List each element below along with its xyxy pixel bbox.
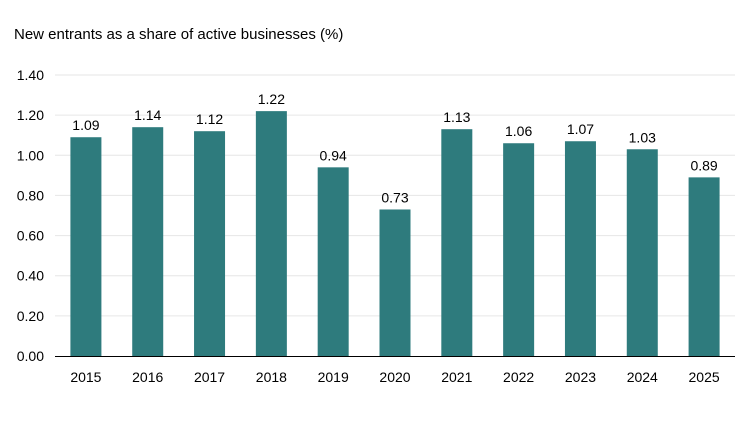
x-axis-ticks: 2015 2016 2017 2018 2019 2020 2021 2022 2023 2024…: [70, 369, 720, 385]
bar: [503, 143, 535, 356]
x-tick-label: 2020: [379, 369, 410, 385]
y-axis-ticks: 0.00 0.20 0.40 0.60 0.80 1.00 1.20 1.40: [17, 67, 44, 364]
bar-value-label: 0.73: [381, 189, 408, 205]
y-tick-label: 0.80: [17, 187, 44, 203]
bar-value-label: 1.06: [505, 123, 532, 139]
bar: [441, 129, 473, 356]
x-tick-label: 2022: [503, 369, 534, 385]
y-tick-label: 0.40: [17, 268, 44, 284]
bar: [379, 209, 411, 356]
x-tick-label: 2025: [689, 369, 720, 385]
x-tick-label: 2024: [627, 369, 658, 385]
y-tick-label: 0.00: [17, 348, 44, 364]
bar: [255, 111, 287, 356]
x-tick-label: 2016: [132, 369, 163, 385]
bar: [132, 127, 164, 356]
bar-value-label: 1.14: [134, 107, 161, 123]
x-tick-label: 2018: [256, 369, 287, 385]
y-tick-label: 0.60: [17, 228, 44, 244]
x-tick-label: 2021: [441, 369, 472, 385]
bar: [688, 177, 720, 356]
x-tick-label: 2017: [194, 369, 225, 385]
bar-value-labels: 1.09 1.14 1.12 1.22 0.94 0.73 1.13 1.06 1.07 1.03…: [72, 91, 718, 205]
x-tick-label: 2023: [565, 369, 596, 385]
bar-value-label: 0.94: [320, 147, 347, 163]
x-tick-label: 2015: [70, 369, 101, 385]
bar-value-label: 0.89: [690, 157, 717, 173]
bars: [70, 111, 720, 356]
bar-value-label: 1.09: [72, 117, 99, 133]
bar-value-label: 1.03: [629, 129, 656, 145]
bar: [626, 149, 658, 356]
x-tick-label: 2019: [318, 369, 349, 385]
bar-value-label: 1.13: [443, 109, 470, 125]
y-tick-label: 1.20: [17, 107, 44, 123]
y-tick-label: 0.20: [17, 308, 44, 324]
bar-value-label: 1.07: [567, 121, 594, 137]
bar: [317, 167, 349, 356]
bar-value-label: 1.12: [196, 111, 223, 127]
bar: [70, 137, 102, 356]
y-tick-label: 1.00: [17, 147, 44, 163]
bar: [194, 131, 226, 356]
chart-title: New entrants as a share of active busine…: [14, 26, 344, 43]
bar: [564, 141, 596, 356]
y-tick-label: 1.40: [17, 67, 44, 83]
bar-value-label: 1.22: [258, 91, 285, 107]
